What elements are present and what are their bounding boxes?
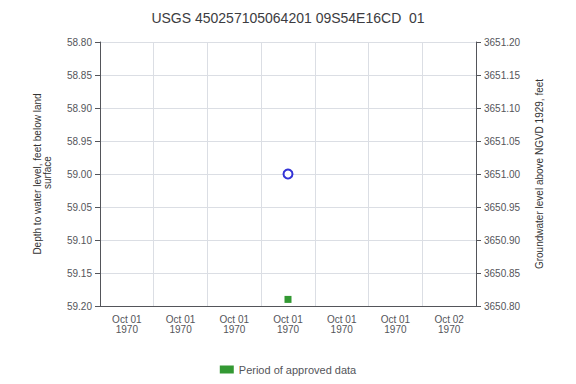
svg-text:59.15: 59.15 [67,268,92,279]
svg-text:Oct 01: Oct 01 [219,313,249,325]
svg-text:Groundwater level above NGVD 1: Groundwater level above NGVD 1929, feet [534,79,545,269]
svg-text:Period of approved data: Period of approved data [239,364,357,376]
svg-text:58.80: 58.80 [67,37,92,48]
svg-text:3651.10: 3651.10 [484,103,521,114]
svg-text:3651.15: 3651.15 [484,70,521,81]
svg-text:1970: 1970 [331,324,354,335]
svg-text:USGS 450257105064201 09S54E16C: USGS 450257105064201 09S54E16CD 01 [151,10,424,26]
svg-text:59.00: 59.00 [67,169,92,180]
svg-text:58.95: 58.95 [67,136,92,147]
svg-text:3651.20: 3651.20 [484,37,521,48]
svg-text:1970: 1970 [169,324,192,335]
svg-text:Oct 01: Oct 01 [380,313,411,325]
svg-text:3651.00: 3651.00 [484,169,521,180]
svg-text:surface: surface [42,156,53,192]
svg-text:Oct 01: Oct 01 [327,313,357,325]
svg-text:1970: 1970 [384,324,407,335]
svg-text:3651.05: 3651.05 [484,136,521,147]
svg-text:1970: 1970 [223,324,246,335]
svg-text:Oct 01: Oct 01 [112,313,142,325]
svg-text:3650.90: 3650.90 [484,235,521,246]
svg-text:Depth to water level, feet bel: Depth to water level, feet below land [31,93,43,255]
svg-text:3650.95: 3650.95 [484,202,521,213]
svg-text:3650.85: 3650.85 [484,268,521,279]
svg-text:58.90: 58.90 [67,103,92,114]
svg-text:1970: 1970 [277,324,300,335]
svg-text:3650.80: 3650.80 [484,301,521,312]
svg-text:58.85: 58.85 [67,70,92,81]
svg-text:Oct 01: Oct 01 [165,313,196,325]
svg-text:Oct 02: Oct 02 [434,313,464,325]
svg-text:Oct 01: Oct 01 [273,313,303,325]
svg-text:59.20: 59.20 [67,301,92,312]
svg-text:59.10: 59.10 [67,235,92,246]
svg-text:1970: 1970 [116,324,139,335]
svg-text:1970: 1970 [438,324,461,335]
svg-text:59.05: 59.05 [67,202,92,213]
